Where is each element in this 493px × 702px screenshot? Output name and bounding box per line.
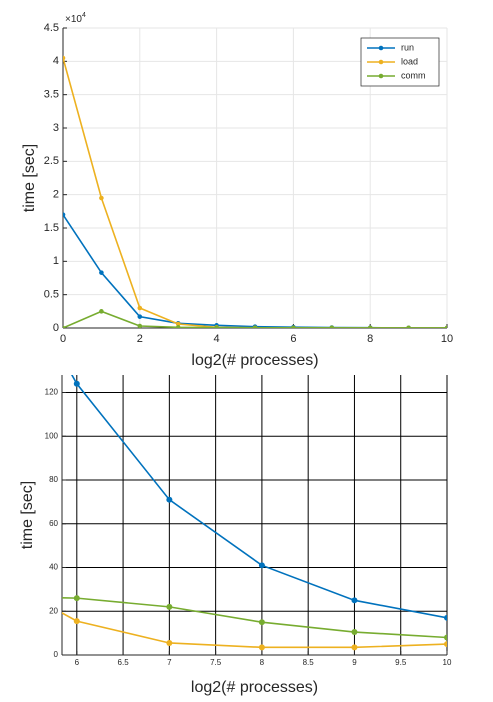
y-tick-label: 80 [49,475,58,484]
y-tick-label: 0.5 [44,289,59,301]
series-group [63,55,447,328]
data-point [99,309,104,314]
series-group [62,375,447,651]
data-point [214,325,219,328]
data-point [367,325,373,328]
data-point [63,55,66,61]
legend-label: load [401,56,418,66]
x-tick-label: 10 [443,658,452,667]
x-tick-label: 8 [260,658,265,667]
axis-multiplier: ×104 [65,12,86,25]
data-point [73,380,80,387]
legend-label: run [401,42,414,52]
x-tick-label: 9.5 [395,658,407,667]
data-point [444,634,447,641]
data-point [252,325,258,328]
data-point [175,321,181,327]
legend-marker [378,45,384,51]
data-point [258,562,265,569]
data-point [444,641,447,648]
y-tick-label: 20 [49,606,58,615]
data-point [406,325,411,328]
x-tick-label: 10 [441,333,453,345]
y-axis-label: time [sec] [19,481,36,549]
data-point [175,325,181,328]
x-tick-label: 6 [75,658,80,667]
y-tick-label: 2 [53,189,59,201]
y-tick-label: 4 [53,55,59,67]
data-point [137,323,143,328]
y-tick-label: 3 [53,122,59,134]
x-tick-label: 9 [352,658,357,667]
series-line [62,596,447,639]
data-point [166,603,173,610]
data-point [137,305,143,311]
data-point [351,597,358,604]
x-axis-label: log2(# processes) [191,679,318,696]
multiplier-base: ×10 [65,14,82,25]
data-point [291,325,296,328]
y-tick-label: 0 [54,650,59,659]
data-point [258,619,265,626]
multiplier-power: 4 [82,12,86,19]
legend-label: comm [401,70,426,80]
series-line [71,375,447,619]
y-axis-label: time [sec] [21,144,38,212]
data-point [73,595,80,602]
x-tick-label: 0 [60,333,66,345]
y-tick-label: 100 [45,431,59,440]
x-tick-label: 4 [214,333,220,345]
x-tick-label: 6.5 [118,658,130,667]
x-tick-label: 8 [367,333,373,345]
y-tick-label: 4.5 [44,22,59,34]
data-point [166,496,173,503]
plot-area [62,375,447,655]
legend-marker [378,59,384,65]
data-point [99,195,104,201]
y-tick-label: 0 [53,322,59,334]
series-line [62,612,447,649]
data-point [258,644,265,651]
x-axis-label: log2(# processes) [191,352,318,369]
data-point [99,270,104,275]
y-tick-label: 3.5 [44,89,59,101]
data-point [444,614,447,621]
y-tick-label: 1 [53,255,59,267]
x-tick-label: 2 [137,333,143,345]
y-tick-label: 2.5 [44,155,59,167]
data-point [351,644,358,651]
x-tick-label: 8.5 [303,658,315,667]
x-tick-label: 7 [167,658,172,667]
x-tick-label: 6 [290,333,296,345]
data-point [63,325,66,328]
y-tick-label: 40 [49,563,58,572]
data-point [329,325,335,328]
data-point [166,639,173,646]
legend-marker [378,73,384,79]
y-tick-label: 1.5 [44,222,59,234]
y-tick-label: 120 [45,388,59,397]
y-tick-label: 60 [49,519,58,528]
data-point [63,212,66,217]
data-point [444,325,447,328]
x-tick-label: 7.5 [210,658,222,667]
data-point [73,618,80,625]
data-point [351,629,358,636]
data-point [137,314,143,319]
